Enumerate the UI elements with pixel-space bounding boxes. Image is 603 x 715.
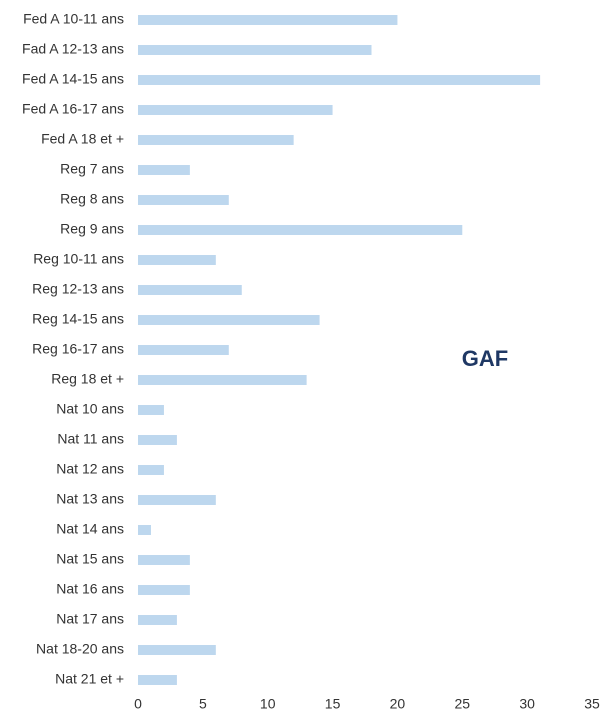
bar <box>138 435 177 445</box>
y-tick-label: Fad A 12-13 ans <box>22 41 124 57</box>
bar <box>138 15 398 25</box>
x-tick-label: 15 <box>325 696 341 712</box>
bar <box>138 285 242 295</box>
x-tick-label: 20 <box>390 696 406 712</box>
y-tick-label: Reg 18 et + <box>51 371 124 387</box>
bar <box>138 135 294 145</box>
x-tick-label: 35 <box>584 696 600 712</box>
bar <box>138 585 190 595</box>
y-tick-label: Nat 12 ans <box>56 461 124 477</box>
bar <box>138 225 463 235</box>
x-tick-label: 0 <box>134 696 142 712</box>
bar <box>138 195 229 205</box>
y-tick-label: Reg 8 ans <box>60 191 124 207</box>
bar <box>138 555 190 565</box>
x-tick-label: 30 <box>519 696 535 712</box>
y-tick-label: Reg 14-15 ans <box>32 311 124 327</box>
y-tick-label: Fed A 18 et + <box>41 131 124 147</box>
bar <box>138 45 372 55</box>
bar <box>138 375 307 385</box>
y-tick-label: Nat 15 ans <box>56 551 124 567</box>
y-tick-label: Reg 7 ans <box>60 161 124 177</box>
y-tick-label: Nat 18-20 ans <box>36 641 124 657</box>
bar <box>138 105 333 115</box>
y-tick-label: Nat 11 ans <box>57 431 124 447</box>
y-tick-label: Nat 21 et + <box>55 671 124 687</box>
bar <box>138 345 229 355</box>
y-tick-label: Nat 13 ans <box>56 491 124 507</box>
bar <box>138 465 164 475</box>
y-tick-label: Nat 10 ans <box>56 401 124 417</box>
y-tick-label: Reg 16-17 ans <box>32 341 124 357</box>
y-tick-label: Nat 16 ans <box>56 581 124 597</box>
bar <box>138 525 151 535</box>
y-tick-label: Reg 9 ans <box>60 221 124 237</box>
y-tick-label: Fed A 14-15 ans <box>22 71 124 87</box>
bar <box>138 165 190 175</box>
bar <box>138 405 164 415</box>
y-tick-label: Nat 17 ans <box>56 611 124 627</box>
y-tick-label: Fed A 16-17 ans <box>22 101 124 117</box>
bar <box>138 675 177 685</box>
x-tick-label: 10 <box>260 696 276 712</box>
x-tick-label: 25 <box>454 696 470 712</box>
bar <box>138 255 216 265</box>
bar <box>138 615 177 625</box>
y-tick-label: Reg 12-13 ans <box>32 281 124 297</box>
y-tick-label: Nat 14 ans <box>56 521 124 537</box>
x-tick-label: 5 <box>199 696 207 712</box>
y-tick-label: Fed A 10-11 ans <box>23 11 124 27</box>
annotation: GAF <box>462 346 508 371</box>
bar <box>138 75 541 85</box>
bar <box>138 495 216 505</box>
y-tick-label: Reg 10-11 ans <box>33 251 124 267</box>
bar <box>138 315 320 325</box>
bar <box>138 645 216 655</box>
